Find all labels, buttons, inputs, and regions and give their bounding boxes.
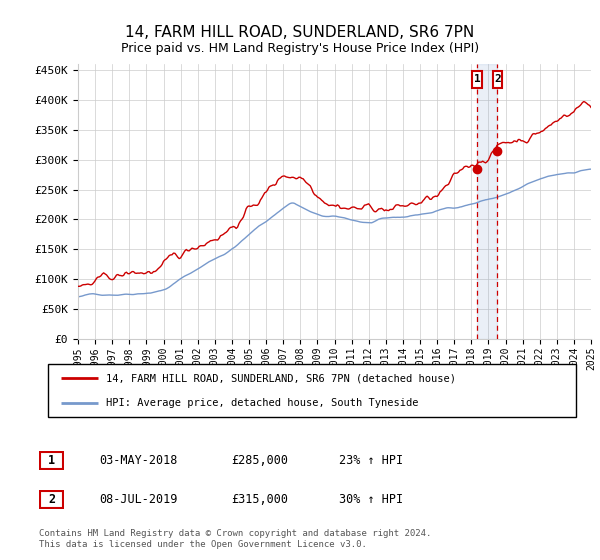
FancyBboxPatch shape: [48, 364, 576, 417]
Text: £315,000: £315,000: [231, 493, 288, 506]
Text: 2: 2: [48, 493, 55, 506]
Bar: [477, 64, 497, 339]
Text: 1: 1: [48, 454, 55, 467]
Text: 14, FARM HILL ROAD, SUNDERLAND, SR6 7PN (detached house): 14, FARM HILL ROAD, SUNDERLAND, SR6 7PN …: [106, 374, 456, 384]
FancyBboxPatch shape: [472, 71, 482, 88]
Text: £285,000: £285,000: [231, 454, 288, 467]
Text: HPI: Average price, detached house, South Tyneside: HPI: Average price, detached house, Sout…: [106, 398, 419, 408]
Text: Price paid vs. HM Land Registry's House Price Index (HPI): Price paid vs. HM Land Registry's House …: [121, 42, 479, 55]
Text: Contains HM Land Registry data © Crown copyright and database right 2024.
This d: Contains HM Land Registry data © Crown c…: [39, 529, 431, 549]
Text: 1: 1: [474, 74, 481, 85]
Text: 30% ↑ HPI: 30% ↑ HPI: [339, 493, 403, 506]
Text: 14, FARM HILL ROAD, SUNDERLAND, SR6 7PN: 14, FARM HILL ROAD, SUNDERLAND, SR6 7PN: [125, 25, 475, 40]
Text: 2: 2: [494, 74, 500, 85]
FancyBboxPatch shape: [40, 452, 63, 469]
Text: 23% ↑ HPI: 23% ↑ HPI: [339, 454, 403, 467]
FancyBboxPatch shape: [40, 491, 63, 508]
Text: 08-JUL-2019: 08-JUL-2019: [99, 493, 178, 506]
Text: 03-MAY-2018: 03-MAY-2018: [99, 454, 178, 467]
FancyBboxPatch shape: [493, 71, 502, 88]
